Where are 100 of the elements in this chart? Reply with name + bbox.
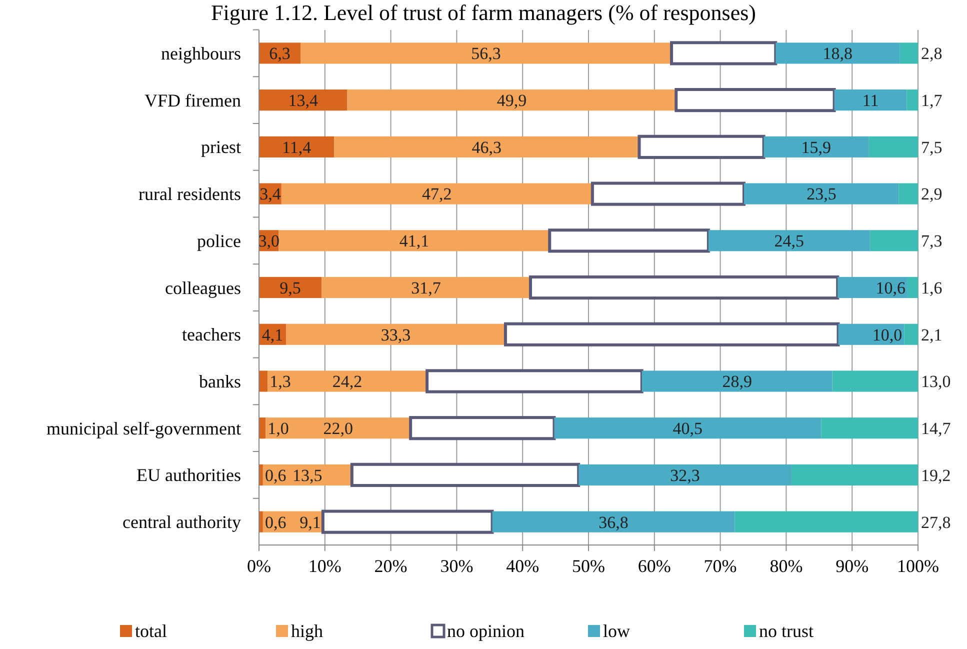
bar bbox=[674, 88, 836, 112]
bar bbox=[409, 416, 556, 440]
data-label: 28,9 bbox=[722, 372, 752, 392]
y-tick-label: central authority bbox=[122, 512, 241, 532]
bar bbox=[708, 230, 870, 252]
data-label: 9,1 bbox=[300, 512, 321, 532]
bar bbox=[834, 90, 907, 111]
bar bbox=[278, 230, 550, 252]
data-label: 7,5 bbox=[921, 138, 942, 157]
data-label: 31,7 bbox=[411, 278, 442, 298]
bar bbox=[548, 228, 710, 253]
data-label: 1,3 bbox=[270, 372, 291, 392]
data-label: 11 bbox=[862, 91, 879, 110]
data-label: 1,7 bbox=[921, 91, 943, 110]
data-label: 36,8 bbox=[598, 512, 628, 532]
x-tick-label: 90% bbox=[836, 556, 869, 576]
data-label: 49,9 bbox=[496, 91, 527, 110]
bar bbox=[906, 90, 918, 111]
data-label: 40,5 bbox=[672, 419, 703, 438]
bar bbox=[259, 418, 266, 439]
data-label: 47,2 bbox=[422, 184, 452, 204]
legend-label: no trust bbox=[759, 621, 814, 641]
legend-label: low bbox=[603, 621, 630, 641]
data-label: 11,4 bbox=[282, 138, 312, 157]
bar bbox=[776, 42, 900, 64]
x-tick-label: 20% bbox=[374, 556, 408, 576]
data-label: 0,6 bbox=[264, 466, 286, 485]
x-tick-label: 80% bbox=[770, 556, 803, 576]
bar bbox=[838, 276, 908, 298]
bar bbox=[259, 276, 322, 298]
bar bbox=[266, 418, 411, 439]
data-label: 18,8 bbox=[822, 44, 852, 64]
x-tick-label: 40% bbox=[506, 556, 540, 576]
y-tick-label: VFD firemen bbox=[144, 90, 241, 110]
x-tick-label: 30% bbox=[440, 556, 474, 576]
data-label: 23,5 bbox=[806, 184, 836, 204]
y-tick-label: rural residents bbox=[138, 184, 241, 204]
data-label: 24,2 bbox=[332, 372, 362, 392]
data-label: 3,0 bbox=[258, 232, 280, 251]
data-label: 33,3 bbox=[380, 325, 411, 344]
bar bbox=[744, 183, 899, 204]
bar bbox=[764, 136, 869, 158]
data-label: 4,1 bbox=[262, 325, 284, 344]
bar bbox=[670, 41, 778, 66]
legend-label: high bbox=[291, 621, 324, 641]
y-tick-label: banks bbox=[199, 372, 241, 392]
bar bbox=[259, 370, 268, 392]
data-label: 10,0 bbox=[872, 325, 902, 344]
bar bbox=[334, 136, 640, 158]
data-label: 56,3 bbox=[471, 44, 501, 64]
legend-label: total bbox=[135, 621, 167, 641]
chart-title: Figure 1.12. Level of trust of farm managers (% of responses) bbox=[211, 0, 756, 25]
y-tick-label: municipal self-government bbox=[46, 418, 241, 438]
bar bbox=[426, 369, 644, 394]
bar bbox=[259, 136, 334, 158]
bar bbox=[907, 276, 918, 298]
bar bbox=[642, 370, 832, 392]
y-tick-label: priest bbox=[201, 137, 241, 158]
y-tick-label: colleagues bbox=[165, 278, 241, 298]
bar bbox=[300, 42, 672, 64]
x-tick-label: 100% bbox=[897, 556, 939, 576]
data-label: 13,0 bbox=[921, 372, 951, 392]
data-label: 13,5 bbox=[292, 466, 322, 485]
x-tick-label: 10% bbox=[308, 556, 342, 576]
y-tick-label: EU authorities bbox=[136, 465, 241, 486]
bar bbox=[529, 275, 840, 300]
data-label: 2,9 bbox=[921, 184, 942, 204]
data-label: 2,1 bbox=[921, 325, 942, 344]
data-label: 32,3 bbox=[670, 466, 700, 485]
data-label: 0,6 bbox=[264, 512, 286, 532]
data-label: 19,2 bbox=[921, 466, 951, 485]
bar bbox=[900, 42, 918, 64]
bar bbox=[347, 90, 676, 111]
data-label: 9,5 bbox=[280, 278, 301, 298]
bar bbox=[281, 183, 592, 204]
bar bbox=[322, 276, 531, 298]
data-label: 41,1 bbox=[399, 232, 430, 251]
bar bbox=[832, 370, 918, 392]
bar bbox=[259, 90, 348, 111]
x-tick-label: 50% bbox=[572, 556, 605, 576]
data-label: 6,3 bbox=[269, 44, 290, 64]
bar bbox=[286, 324, 506, 345]
data-label: 13,4 bbox=[288, 91, 319, 110]
x-tick-label: 60% bbox=[638, 556, 671, 576]
data-label: 22,0 bbox=[323, 419, 353, 438]
y-tick-label: teachers bbox=[182, 324, 241, 345]
y-tick-label: neighbours bbox=[161, 43, 241, 64]
bar bbox=[492, 511, 735, 532]
bar bbox=[268, 370, 428, 392]
x-tick-label: 0% bbox=[247, 556, 271, 576]
data-label: 24,5 bbox=[774, 232, 804, 251]
bar bbox=[868, 136, 918, 158]
bar bbox=[638, 134, 766, 159]
data-label: 15,9 bbox=[801, 138, 832, 157]
bar bbox=[904, 324, 918, 345]
bar bbox=[734, 511, 918, 532]
data-label: 1,6 bbox=[921, 278, 942, 298]
x-tick-label: 70% bbox=[704, 556, 737, 576]
legend-label: no opinion bbox=[447, 621, 525, 641]
data-label: 2,8 bbox=[921, 44, 942, 64]
